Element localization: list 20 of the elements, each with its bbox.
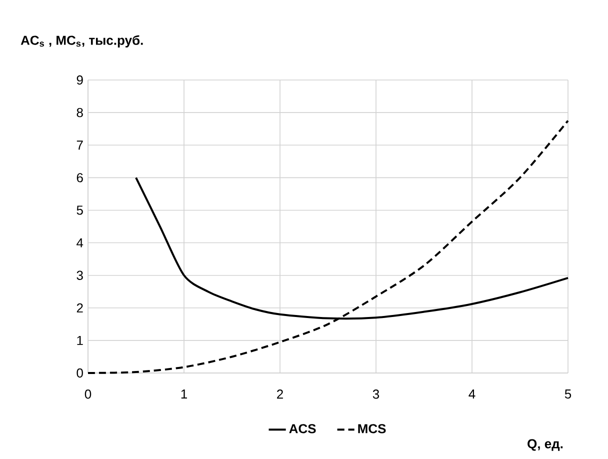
y-tick-label: 5 xyxy=(76,206,83,215)
y-tick-label: 7 xyxy=(76,140,83,150)
y-tick-label: 1 xyxy=(77,336,83,345)
x-tick-label: 5 xyxy=(564,390,572,399)
y-tick-label: 2 xyxy=(76,303,83,312)
legend-label: MCS xyxy=(358,424,386,434)
x-tick-label: 4 xyxy=(468,390,476,398)
y-axis-title: AC$_{s}$ , MC$_{s}$, тыс.руб. xyxy=(20,35,143,48)
x-tick-label: 3 xyxy=(372,390,380,399)
y-tick-label: 3 xyxy=(76,270,83,280)
x-tick-label: 2 xyxy=(277,390,283,399)
y-tick-label: 6 xyxy=(76,173,83,182)
x-tick-label: 1 xyxy=(181,390,187,398)
x-axis-title: Q, ед. xyxy=(528,439,563,451)
y-tick-label: 9 xyxy=(76,75,83,85)
legend-label: ACS xyxy=(289,424,316,434)
y-tick-label: 8 xyxy=(76,108,83,118)
y-tick-label: 0 xyxy=(76,368,83,378)
y-tick-label: 4 xyxy=(76,238,84,248)
x-tick-label: 0 xyxy=(84,390,92,399)
